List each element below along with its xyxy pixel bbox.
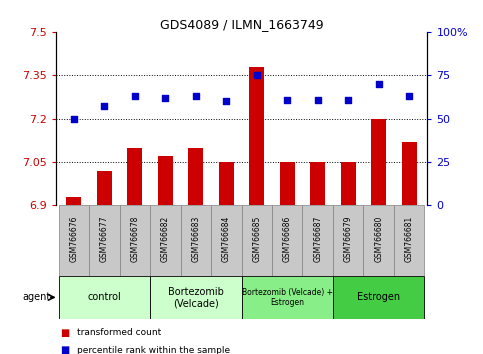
Text: GSM766680: GSM766680 — [374, 216, 383, 262]
Text: ■: ■ — [60, 346, 70, 354]
Bar — [150, 205, 181, 276]
Bar — [58, 205, 89, 276]
Bar — [66, 197, 82, 205]
Point — [192, 93, 199, 99]
Text: control: control — [87, 292, 121, 302]
Bar — [341, 162, 356, 205]
Bar — [394, 205, 425, 276]
Text: Estrogen: Estrogen — [357, 292, 400, 302]
Text: transformed count: transformed count — [77, 328, 161, 337]
Bar — [211, 205, 242, 276]
Bar — [242, 205, 272, 276]
Text: ■: ■ — [60, 328, 70, 338]
Text: GSM766677: GSM766677 — [100, 216, 109, 262]
Text: GSM766684: GSM766684 — [222, 216, 231, 262]
Point — [161, 95, 169, 101]
Text: percentile rank within the sample: percentile rank within the sample — [77, 346, 230, 354]
Bar — [371, 119, 386, 205]
Bar — [188, 148, 203, 205]
Bar — [333, 205, 363, 276]
Point — [284, 97, 291, 102]
Point — [405, 93, 413, 99]
Bar — [127, 148, 142, 205]
Point — [100, 104, 108, 109]
Point — [222, 98, 230, 104]
Bar — [272, 205, 302, 276]
Text: Bortezomib
(Velcade): Bortezomib (Velcade) — [168, 286, 224, 308]
Text: GSM766679: GSM766679 — [344, 216, 353, 262]
Point — [131, 93, 139, 99]
Bar — [181, 205, 211, 276]
Text: GSM766678: GSM766678 — [130, 216, 139, 262]
Bar — [97, 171, 112, 205]
Text: GSM766683: GSM766683 — [191, 216, 200, 262]
Point — [314, 97, 322, 102]
Bar — [219, 162, 234, 205]
Bar — [58, 276, 150, 319]
Text: agent: agent — [23, 292, 51, 302]
Point — [253, 73, 261, 78]
Bar — [302, 205, 333, 276]
Text: GSM766685: GSM766685 — [252, 216, 261, 262]
Bar — [242, 276, 333, 319]
Bar — [310, 162, 326, 205]
Title: GDS4089 / ILMN_1663749: GDS4089 / ILMN_1663749 — [160, 18, 323, 31]
Bar — [333, 276, 425, 319]
Bar — [150, 276, 242, 319]
Text: Bortezomib (Velcade) +
Estrogen: Bortezomib (Velcade) + Estrogen — [242, 288, 333, 307]
Bar — [89, 205, 120, 276]
Point — [375, 81, 383, 87]
Bar — [280, 162, 295, 205]
Bar — [363, 205, 394, 276]
Point — [344, 97, 352, 102]
Bar — [120, 205, 150, 276]
Bar — [401, 142, 417, 205]
Text: GSM766687: GSM766687 — [313, 216, 322, 262]
Text: GSM766682: GSM766682 — [161, 216, 170, 262]
Bar — [157, 156, 173, 205]
Point — [70, 116, 78, 121]
Text: GSM766686: GSM766686 — [283, 216, 292, 262]
Bar — [249, 67, 264, 205]
Text: GSM766676: GSM766676 — [70, 216, 78, 262]
Text: GSM766681: GSM766681 — [405, 216, 413, 262]
